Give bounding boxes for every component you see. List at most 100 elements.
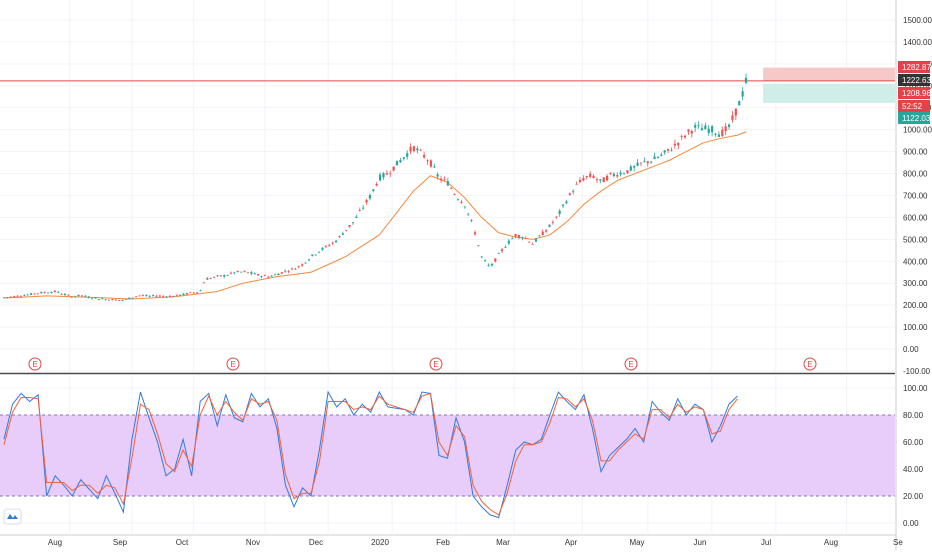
price-tag <box>898 87 930 99</box>
candle-body <box>33 293 36 295</box>
price-tag-label: 1282.87 <box>902 63 931 72</box>
candle-body <box>263 275 266 277</box>
tradingview-logo[interactable] <box>3 508 22 525</box>
candle-body <box>13 296 16 298</box>
candle-body <box>409 146 412 152</box>
candle-body <box>612 173 615 176</box>
candle-body <box>666 148 670 151</box>
candle-body <box>226 275 229 277</box>
candle-body <box>561 204 565 206</box>
candle-body <box>36 293 39 295</box>
candle-body <box>680 136 683 137</box>
candle-body <box>636 162 639 166</box>
candle-body <box>656 157 660 158</box>
candle-body <box>582 178 585 181</box>
main-y-tick: 1200.00 <box>903 82 932 91</box>
candle-body <box>470 220 473 222</box>
candle-body <box>328 245 331 247</box>
candle-body <box>223 275 226 277</box>
candle-body <box>338 236 341 237</box>
candle-body <box>273 274 277 276</box>
candle-body <box>257 274 260 276</box>
candle-body <box>677 142 680 146</box>
logo-badge[interactable] <box>3 508 22 525</box>
candle-body <box>189 292 192 294</box>
candle-body <box>446 181 449 186</box>
candle-body <box>514 234 517 237</box>
candle-body <box>673 143 676 146</box>
candle-body <box>90 298 94 300</box>
candle-body <box>605 175 609 181</box>
candle-body <box>609 172 612 174</box>
candle-body <box>531 243 534 245</box>
candle-body <box>365 200 368 203</box>
candle-body <box>578 179 582 182</box>
candle-body <box>334 240 338 243</box>
candle-body <box>646 161 649 164</box>
earnings-marker <box>803 357 817 371</box>
candle-body <box>175 294 178 296</box>
candle-body <box>341 233 344 235</box>
candle-body <box>602 177 605 183</box>
price-tag <box>898 112 930 124</box>
candle-body <box>467 213 470 215</box>
earnings-marker <box>28 357 42 371</box>
candle-body <box>311 254 314 256</box>
candle-body <box>663 150 666 153</box>
candle-body <box>131 297 134 299</box>
candle-body <box>389 173 392 175</box>
candle-body <box>60 293 63 295</box>
candle-body <box>450 188 453 190</box>
candle-body <box>331 242 334 244</box>
candle-body <box>616 175 619 177</box>
candle-body <box>497 253 500 254</box>
candle-body <box>399 160 402 163</box>
candle-body <box>568 193 571 195</box>
main-y-tick: 300.00 <box>903 279 928 288</box>
osc-y-tick: 0.00 <box>903 519 919 528</box>
candle-body <box>135 296 138 298</box>
candle-body <box>53 290 56 292</box>
candle-body <box>351 222 355 224</box>
candle-body <box>145 295 148 297</box>
candle-body <box>619 172 622 175</box>
candle-body <box>138 295 141 297</box>
earnings-marker <box>429 357 443 371</box>
candle-body <box>524 238 527 239</box>
candle-body <box>250 272 253 274</box>
candle-body <box>101 298 104 300</box>
candle-body <box>216 275 219 277</box>
candle-body <box>660 154 663 156</box>
candle-body <box>704 125 707 130</box>
candle-body <box>734 108 737 116</box>
candle-body <box>731 115 734 120</box>
candle-body <box>307 259 311 261</box>
candle-body <box>490 264 493 266</box>
candle-body <box>297 266 300 267</box>
ma-line <box>3 131 747 300</box>
candle-body <box>314 254 317 256</box>
candle-body <box>196 292 199 294</box>
x-tick: Jul <box>761 538 771 547</box>
main-y-tick: 0.00 <box>903 345 919 354</box>
candle-body <box>284 270 287 272</box>
candle-body <box>697 124 700 126</box>
candle-body <box>494 258 497 262</box>
candle-body <box>744 77 748 83</box>
price-tag-label: 1208.96 <box>902 89 931 98</box>
candle-body <box>507 240 510 244</box>
x-tick: May <box>629 538 644 547</box>
main-y-tick: 700.00 <box>903 191 928 200</box>
main-y-tick: 600.00 <box>903 213 928 222</box>
candle-body <box>277 273 280 276</box>
candle-body <box>280 272 283 274</box>
candle-body <box>585 175 588 177</box>
candle-body <box>70 296 73 298</box>
candle-body <box>419 149 422 151</box>
stoch-d-line <box>3 392 738 516</box>
candle-body <box>104 299 107 301</box>
candle-body <box>545 230 548 232</box>
